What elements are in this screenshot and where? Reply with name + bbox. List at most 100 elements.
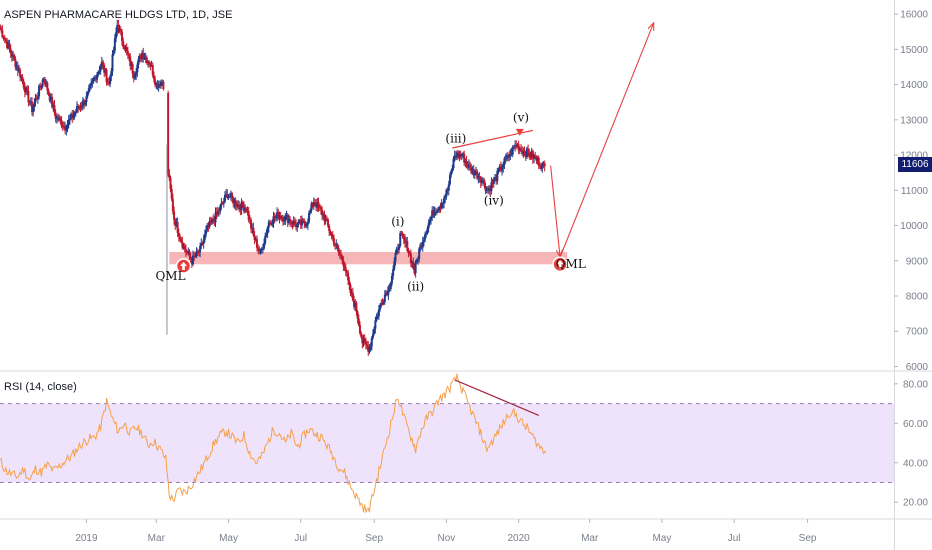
candle-body (385, 292, 388, 295)
candle-body (447, 184, 450, 191)
candle-body (409, 253, 412, 264)
candle-body (6, 41, 9, 48)
candle-body (12, 54, 15, 57)
candle-body (296, 224, 299, 228)
candle-body (471, 168, 474, 173)
candle-body (73, 112, 76, 116)
candle-body (83, 100, 86, 105)
candle-body (512, 147, 515, 149)
candle-body (283, 220, 286, 222)
candle-body (240, 201, 243, 211)
candle-body (19, 69, 22, 78)
candle-body (368, 349, 371, 352)
candle-body (369, 346, 372, 350)
candle-body (431, 210, 434, 218)
candle-body (370, 337, 373, 347)
candle-body (505, 155, 508, 159)
candle-body (257, 247, 260, 250)
candle-body (338, 252, 341, 255)
qml-arrow-up-icon (552, 256, 568, 273)
candle-body (84, 102, 87, 105)
candle-body (302, 219, 305, 221)
wave-label: QML (155, 269, 185, 283)
candle-body (209, 221, 212, 223)
candle-body (259, 250, 262, 252)
candle-body (214, 212, 217, 223)
price-tick-label: 13000 (900, 115, 928, 126)
candle-body (441, 203, 444, 205)
candle-body (232, 197, 235, 204)
candle-body (504, 158, 507, 160)
candle-body (242, 206, 245, 212)
candle-body (168, 174, 171, 178)
candle-body (334, 244, 337, 246)
candle-body (355, 303, 358, 312)
candle-body (516, 144, 519, 146)
candle-body (9, 48, 12, 53)
candle-body (273, 216, 276, 218)
candle-body (258, 249, 261, 252)
candle-body (104, 69, 107, 73)
candle-body (490, 182, 493, 192)
rsi-tick-label: 80.00 (903, 379, 928, 390)
candle-body (40, 86, 43, 88)
candle-body (17, 69, 20, 71)
time-tick-label: May (652, 533, 671, 544)
candle-body (196, 250, 199, 252)
rsi-band-fill (0, 403, 894, 483)
candle-body (29, 101, 32, 103)
candle-body (290, 222, 293, 224)
candle-body (190, 259, 193, 265)
candle-body (503, 158, 506, 165)
candle-body (142, 52, 145, 59)
candle-body (465, 161, 468, 164)
wave-label: (ii) (407, 280, 424, 294)
candle-body (158, 84, 161, 87)
candle-body (542, 163, 545, 165)
candle-body (382, 301, 385, 304)
candle-body (268, 221, 271, 223)
candle-body (356, 311, 359, 319)
candle-body (461, 153, 464, 156)
candle-body (48, 94, 51, 101)
candle-body (483, 180, 486, 186)
candle-body (282, 217, 285, 222)
candle-body (103, 64, 106, 73)
candle-body (85, 96, 88, 103)
candle-body (105, 69, 108, 83)
candle-body (98, 70, 101, 72)
candle-body (26, 87, 29, 91)
candle-body (443, 198, 446, 204)
candle-body (35, 98, 38, 100)
candle-body (413, 268, 416, 274)
candle-body (21, 76, 24, 82)
candle-body (237, 204, 240, 208)
candle-body (49, 96, 52, 101)
candle-body (41, 80, 44, 87)
candle-body (241, 201, 244, 207)
candle-body (130, 63, 133, 66)
candle-body (155, 83, 158, 85)
candle-body (395, 248, 398, 254)
candle-body (131, 63, 134, 74)
candle-body (247, 211, 250, 220)
candle-body (57, 116, 60, 120)
candle-body (466, 163, 469, 168)
candle-body (16, 65, 19, 71)
candle-body (331, 234, 334, 238)
candle-body (374, 320, 377, 329)
candle-body (199, 245, 202, 253)
candle-body (23, 87, 26, 93)
candle-body (54, 112, 57, 119)
candle-body (379, 305, 382, 310)
candle-body (454, 155, 457, 158)
candle-body (245, 208, 248, 211)
candle-body (246, 210, 249, 212)
candle-body (377, 309, 380, 317)
candle-body (367, 346, 370, 352)
candle-body (215, 212, 218, 215)
candle-body (317, 202, 320, 207)
candle-body (392, 269, 395, 276)
